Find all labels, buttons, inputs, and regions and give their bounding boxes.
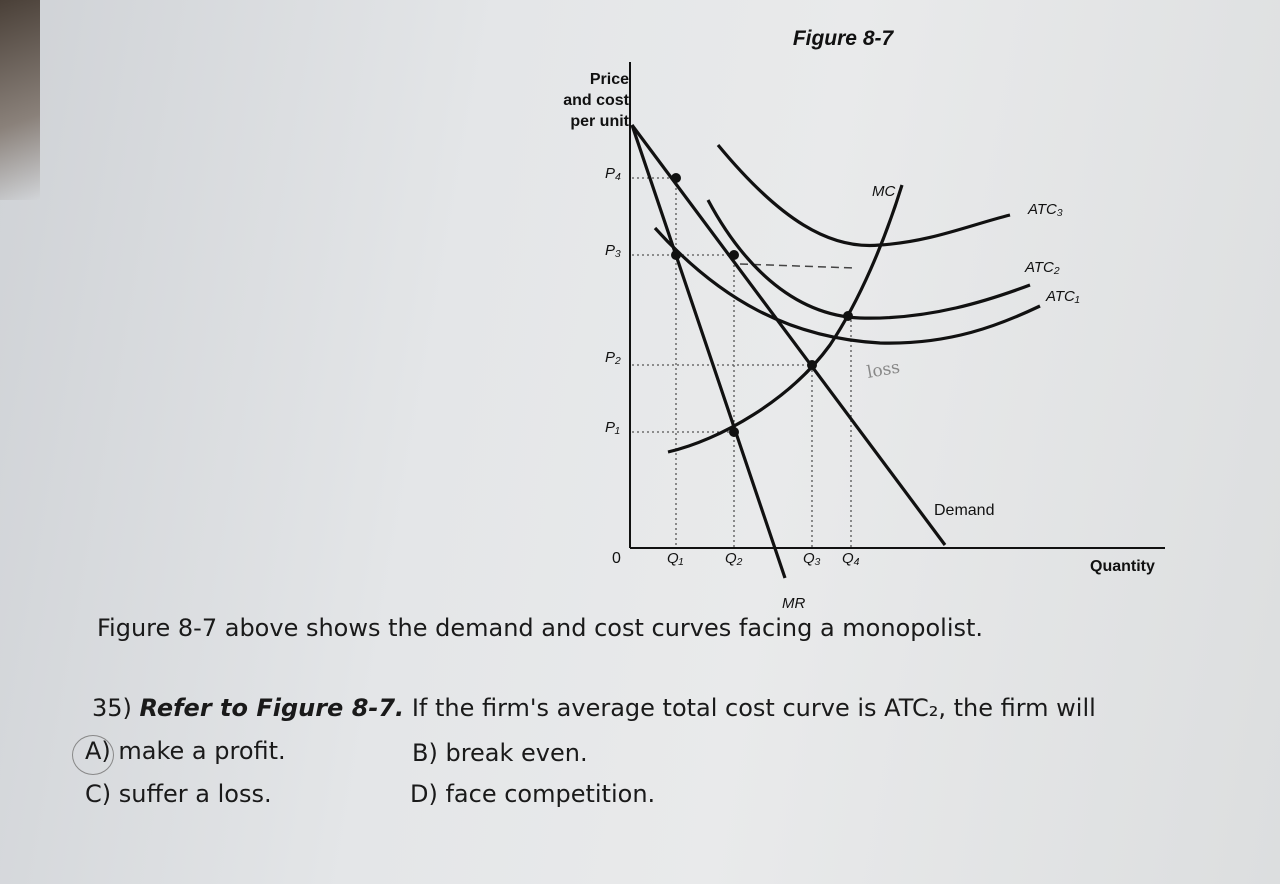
option: B) break even. [412,739,588,767]
curve-label: MR [782,595,805,612]
curve-label: ATC₁ [1045,288,1080,305]
question-reference: Refer to Figure 8-7. [139,694,405,722]
y-axis-label: and cost [563,92,629,109]
curve-label: MC [872,183,895,200]
quantity-label: Q₂ [725,550,743,567]
price-label: P₃ [605,242,621,259]
option: D) face competition. [410,780,656,808]
quantity-label: Q₁ [667,550,684,567]
question: 35) Refer to Figure 8-7. If the firm's a… [92,694,1096,722]
atc3-curve [716,143,1011,248]
curve-label: ATC₃ [1027,201,1063,218]
handwritten-note: loss [865,357,901,382]
atc1-curve [653,226,1041,345]
demand-curve [630,124,947,546]
quantity-label: Q₄ [842,550,860,567]
x-axis-label: Quantity [1090,558,1155,575]
y-axis-label: per unit [570,113,629,130]
curve-label: ATC₂ [1024,259,1060,276]
atc2-curve [706,199,1031,320]
y-axis-label: Price [590,71,629,88]
points [671,173,853,437]
price-label: P₂ [605,349,621,366]
figure-title: Figure 8-7 [793,27,895,50]
question-text: If the firm's average total cost curve i… [411,694,1096,722]
price-label: P₁ [605,419,620,436]
mr-curve [630,124,787,579]
curve-label: Demand [934,502,994,519]
page-edge [0,0,40,200]
question-number: 35) [92,694,132,722]
option: C) suffer a loss. [85,780,272,808]
handwritten-circle [72,735,114,775]
option: A) make a profit. [85,737,286,765]
quantity-label: Q₃ [803,550,821,567]
origin-label: 0 [612,550,621,567]
mc-curve [667,184,904,454]
price-label: P₄ [605,165,621,182]
caption: Figure 8-7 above shows the demand and co… [97,614,984,642]
